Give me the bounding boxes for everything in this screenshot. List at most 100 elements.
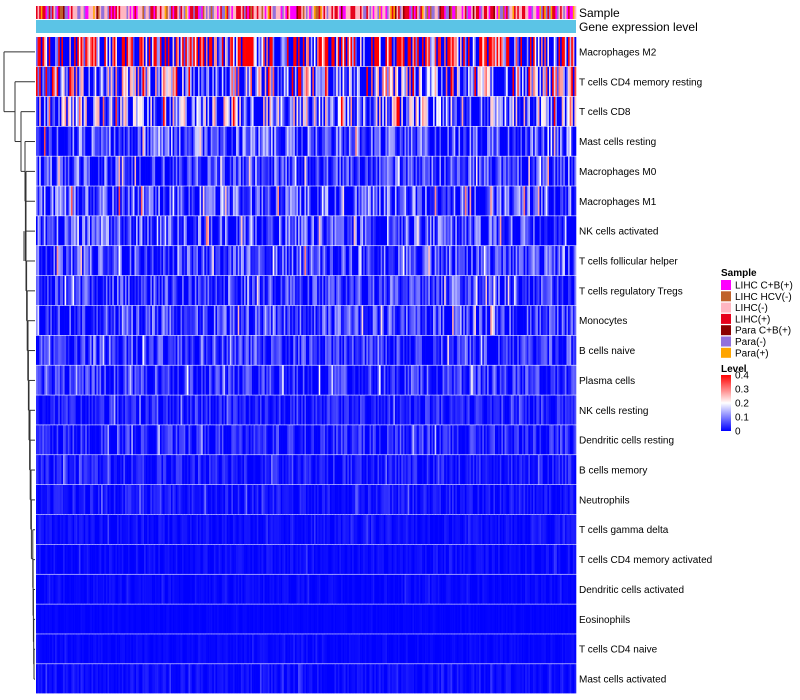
heatmap-cell [488, 305, 491, 336]
heatmap-cell [561, 96, 564, 126]
heatmap-cell [504, 156, 507, 186]
heatmap-cell [312, 305, 315, 336]
heatmap-cell [183, 305, 186, 336]
heatmap-cell [367, 156, 370, 186]
heatmap-cell [574, 216, 577, 246]
heatmap-cell [421, 335, 424, 365]
heatmap-cell [220, 246, 223, 276]
heatmap-cell [250, 305, 253, 336]
heatmap-cell [528, 126, 531, 156]
heatmap-cell [418, 216, 421, 246]
heatmap-cell [487, 156, 489, 186]
heatmap-cell [495, 66, 497, 97]
heatmap-cell [202, 246, 205, 276]
heatmap-cell [147, 126, 150, 156]
heatmap-cell [142, 156, 145, 186]
sample-annotation-cell [353, 6, 356, 19]
heatmap-cell [550, 37, 553, 67]
heatmap-cell [566, 365, 569, 395]
heatmap-cell [250, 425, 253, 455]
heatmap-cell [271, 216, 273, 246]
heatmap-cell [148, 186, 151, 216]
heatmap-cell [436, 186, 439, 216]
heatmap-cell [409, 365, 412, 395]
heatmap-cell [340, 246, 343, 276]
heatmap-cell [409, 156, 412, 186]
heatmap-cell [75, 37, 78, 67]
heatmap-cell [317, 275, 320, 306]
heatmap-cell [407, 156, 410, 186]
heatmap-cell [48, 156, 51, 186]
heatmap-cell [67, 186, 70, 216]
sample-annotation-cell [175, 6, 178, 19]
heatmap-cell [53, 216, 56, 246]
heatmap-cell [45, 37, 48, 67]
heatmap-cell [136, 365, 138, 395]
heatmap-cell [456, 395, 459, 425]
heatmap-cell [552, 365, 555, 395]
heatmap-cell [382, 37, 385, 67]
sample-annotation-cell [261, 6, 264, 19]
heatmap-cell [504, 365, 507, 395]
heatmap-cell [453, 37, 456, 67]
heatmap-cell [302, 66, 305, 97]
heatmap-cell [53, 365, 56, 395]
heatmap-cell [531, 216, 534, 246]
heatmap-cell [536, 156, 539, 186]
heatmap-cell [252, 96, 254, 126]
heatmap-cell [80, 216, 83, 246]
heatmap-cell [169, 395, 172, 425]
heatmap-cell [286, 246, 289, 276]
heatmap-cell [159, 365, 162, 395]
heatmap-cell [436, 275, 439, 306]
heatmap-cell [522, 66, 524, 97]
heatmap-cell [561, 275, 564, 306]
heatmap-cell [48, 37, 51, 67]
heatmap-cell [360, 66, 362, 97]
heatmap-cell [129, 275, 132, 306]
heatmap-cell [174, 246, 177, 276]
sample-annotation-cell [371, 6, 374, 19]
heatmap-cell [390, 96, 393, 126]
heatmap-cell [97, 246, 100, 276]
heatmap-cell [244, 126, 246, 156]
heatmap-cell [372, 275, 375, 306]
heatmap-cell [399, 37, 402, 67]
heatmap-cell [493, 365, 496, 395]
heatmap-cell [556, 37, 559, 67]
heatmap-cell [345, 365, 348, 395]
heatmap-cell [53, 395, 56, 425]
heatmap-cell [301, 96, 304, 126]
heatmap-cell [169, 335, 172, 365]
heatmap-cell [517, 395, 520, 425]
heatmap-cell [145, 335, 148, 365]
heatmap-cell [40, 96, 43, 126]
heatmap-cell [364, 37, 367, 67]
heatmap-cell [475, 126, 478, 156]
heatmap-cell [201, 96, 204, 126]
heatmap-cell [231, 96, 234, 126]
sample-annotation-cell [571, 6, 574, 19]
heatmap-cell [172, 126, 175, 156]
sample-annotation-cell [493, 6, 496, 19]
heatmap-cell [537, 335, 540, 365]
heatmap-cell [342, 335, 345, 365]
heatmap-cell [194, 126, 197, 156]
heatmap-cell [145, 425, 148, 455]
heatmap-cell [318, 246, 321, 276]
heatmap-cell [321, 126, 324, 156]
heatmap-cell [426, 305, 429, 336]
heatmap-cell [74, 395, 77, 425]
heatmap-cell [453, 275, 456, 306]
heatmap-cell [379, 365, 381, 395]
sample-annotation-cell [313, 6, 316, 19]
heatmap-cell [148, 96, 151, 126]
heatmap-cell [568, 96, 570, 126]
heatmap-cell [399, 66, 402, 97]
heatmap-cell [174, 186, 177, 216]
heatmap-cell [93, 66, 96, 97]
heatmap-cell [549, 305, 551, 336]
heatmap-cell [109, 395, 111, 425]
heatmap-cell [239, 126, 242, 156]
heatmap-cell [350, 365, 353, 395]
